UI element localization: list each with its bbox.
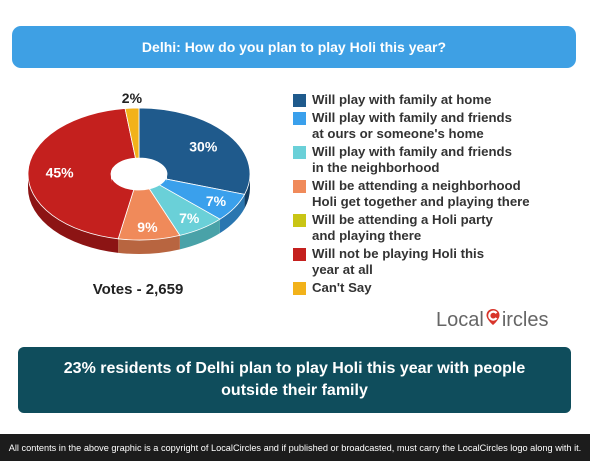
legend-item: Will not be playing Holi this year at al…: [293, 246, 583, 278]
legend-item: Can't Say: [293, 280, 583, 296]
legend-label: Will play with family and friends in the…: [312, 144, 512, 175]
legend-swatch: [293, 180, 306, 193]
data-label: 45%: [46, 165, 75, 181]
legend-swatch: [293, 146, 306, 159]
logo-text-circles: ircles: [501, 309, 549, 331]
legend-swatch: [293, 214, 306, 227]
data-label: 30%: [189, 138, 218, 154]
summary-text: 23% residents of Delhi plan to play Holi…: [63, 360, 526, 399]
pie-slice: [138, 107, 251, 195]
pie-slice-side: [179, 219, 220, 250]
legend-swatch: [293, 94, 306, 107]
legend-label: Will play with family and friends at our…: [312, 110, 512, 141]
pie-slice-side: [28, 174, 119, 253]
legend-item: Will be attending a Holi party and playi…: [293, 212, 583, 244]
data-label: 2%: [122, 90, 143, 106]
data-label: 9%: [137, 219, 158, 235]
legend-label: Will play with family at home: [312, 92, 492, 107]
data-label: 7%: [206, 193, 227, 209]
legend-item: Will play with family at home: [293, 92, 583, 108]
legend-item: Will play with family and friends at our…: [293, 110, 583, 142]
legend-label: Will be attending a neighborhood Holi ge…: [312, 178, 530, 209]
copyright-footer: All contents in the above graphic is a c…: [0, 434, 590, 461]
legend-label: Can't Say: [312, 280, 372, 295]
localcircles-logo: Local ircles: [436, 308, 548, 332]
chart-title-bar: Delhi: How do you plan to play Holi this…: [12, 26, 576, 68]
legend-swatch: [293, 112, 306, 125]
copyright-text: All contents in the above graphic is a c…: [8, 442, 582, 453]
legend-swatch: [293, 282, 306, 295]
summary-banner: 23% residents of Delhi plan to play Holi…: [18, 347, 571, 413]
pie-slice-side: [244, 174, 250, 209]
legend-label: Will be attending a Holi party and playi…: [312, 212, 493, 243]
legend-label: Will not be playing Holi this year at al…: [312, 246, 485, 277]
votes-count: Votes - 2,659: [92, 281, 184, 298]
legend-item: Will play with family and friends in the…: [293, 144, 583, 176]
donut-hole: [111, 158, 167, 183]
logo-text-local: Local: [436, 309, 484, 331]
donut-chart: 30% 7% 7% 9% 45% 2%: [27, 90, 251, 255]
pie-slice-side: [219, 194, 245, 234]
chart-legend: Will play with family at home Will play w…: [293, 92, 583, 298]
location-pin-icon: [485, 308, 501, 326]
data-label: 7%: [179, 210, 200, 226]
legend-swatch: [293, 248, 306, 261]
legend-item: Will be attending a neighborhood Holi ge…: [293, 178, 583, 210]
chart-title: Delhi: How do you plan to play Holi this…: [141, 39, 447, 55]
